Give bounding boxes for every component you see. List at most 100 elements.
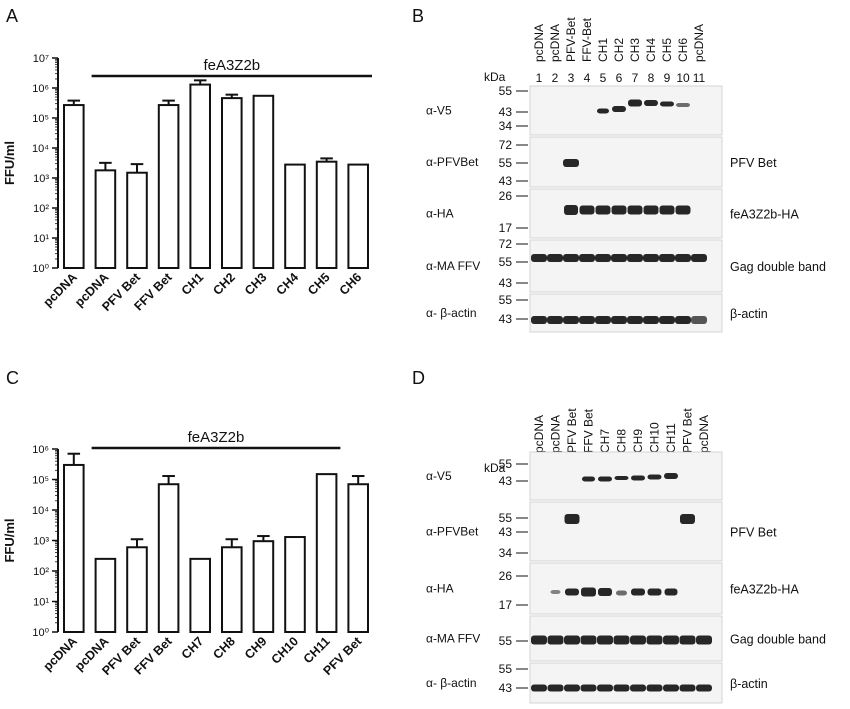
chart-a-y-tick-label: 10¹ [33,233,49,245]
blot-b-marker-label: 55 [499,255,513,269]
blot-d-band [664,473,678,479]
panel-label-b: B [412,6,424,26]
chart-a-bar [315,160,338,270]
blot-d-band [531,635,547,645]
panel-label-c: C [6,368,19,388]
chart-a-y-tick-label: 10⁴ [32,143,49,155]
chart-c-y-tick-label: 10¹ [33,597,49,609]
blot-d-lane-name: CH10 [648,422,662,453]
blot-d-band [547,635,564,645]
blot-d-lane-name: FFV Bet [582,408,596,453]
chart-c-bar [315,473,338,633]
blot-b-band [595,205,611,215]
blot-b-lane-name: pcDNA [692,24,706,62]
blot-d-band-label: Gag double band [730,633,826,647]
blot-b-lane-number: 7 [632,71,639,85]
blot-d-band [547,684,564,692]
blot-b-lane-name: pcDNA [532,24,546,62]
blot-b-antibody-label: α-V5 [426,104,452,118]
blot-d-blot-strip [529,562,723,615]
chart-c-bar [347,483,369,634]
blot-d-marker-label: 55 [499,457,513,471]
chart-a-category-label: CH1 [179,270,207,298]
blot-b-marker-label: 43 [499,312,513,326]
blot-d-band [696,684,712,692]
blot-d-band [565,588,579,596]
blot-b-band [627,254,643,262]
blot-d-band [647,474,662,480]
blot-d-band-label: β-actin [730,677,768,691]
blot-b-marker-label: 43 [499,105,513,119]
blot-b-band [691,316,707,324]
chart-a-bar [126,171,148,269]
chart-a-category-label: CH5 [305,270,333,298]
blot-d-band [613,684,630,692]
chart-a-bar [189,83,211,270]
chart-c-bar [284,536,306,633]
blot-b-marker-label: 72 [499,138,513,152]
chart-c-y-label: FFU/ml [2,518,17,562]
blot-d-band [663,635,679,645]
chart-c-bar [189,557,211,634]
blot-d-lane-name: PFV Bet [565,408,579,453]
chart-a-category-label: CH4 [274,270,302,298]
blot-d-marker-label: 34 [499,546,513,560]
blot-d-band [614,476,629,480]
blot-d-lane-name: CH7 [598,429,612,453]
blot-b-lane-number: 5 [600,71,607,85]
blot-b-band [643,254,659,262]
blot-d-blot-strip [529,501,723,562]
blot-b-band [643,316,659,324]
blot-b-band [595,254,611,262]
chart-a-bar [284,163,306,270]
chart-a-category-label: CH2 [210,270,238,298]
blot-b-marker-label: 43 [499,174,513,188]
chart-c-bar [94,557,117,634]
blot-d-marker-label: 43 [499,525,513,539]
blot-d-band [581,587,596,597]
blot-b-marker-label: 26 [499,189,513,203]
chart-c-bar [252,540,275,634]
blot-b-band [563,316,579,324]
chart-a-y-tick-label: 10⁵ [32,113,49,125]
chart-a-bar [252,94,275,269]
blot-b-antibody-label: α-PFVBet [426,155,479,169]
blot-b-lane-number: 10 [676,71,690,85]
chart-a-y-tick-label: 10⁶ [32,83,49,95]
blot-b-band [579,205,595,215]
blot-d-band [696,635,712,645]
blot-b-band [675,254,691,262]
blot-b-marker-label: 34 [499,119,513,133]
blot-d-lane-name: pcDNA [532,415,546,453]
blot-b-lane-name: FFV-Bet [580,17,594,62]
chart-c-category-label: CH10 [269,634,302,667]
blot-d-band [680,514,695,524]
blot-b-lane-name: CH2 [612,38,626,62]
blot-d-marker-label: 26 [499,569,513,583]
blot-b-kda-label: kDa [484,70,506,84]
blot-b-band [579,254,595,262]
blot-b-band [611,205,627,215]
chart-c: 10⁰10¹10²10³10⁴10⁵10⁶FFU/mlfeA3Z2bpcDNAp… [2,429,369,678]
blot-d-band [630,635,646,645]
blot-d-marker-label: 55 [499,634,513,648]
chart-a-y-tick-label: 10⁰ [32,263,49,275]
blot-b-band-label: feA3Z2b-HA [730,208,799,222]
blot-b-lane-name: CH6 [676,38,690,62]
blot-b-marker-label: 55 [499,156,513,170]
blot-d-lane-name: pcDNA [697,415,711,453]
blot-b-lane-name: CH1 [596,38,610,62]
blot-b-band [675,316,691,324]
chart-c-category-label: CH8 [210,634,238,662]
blot-b-marker-label: 55 [499,293,513,307]
blot-d-antibody-label: α-MA FFV [426,632,480,646]
blot-b-lane-name: CH3 [628,38,642,62]
blot-b-band [627,316,643,324]
blot-b-lane-number: 4 [584,71,591,85]
blot-d-blot-strip [529,451,723,501]
blot-b-band [531,316,547,324]
blot-d-marker-label: 43 [499,681,513,695]
blot-d-lane-name: CH8 [615,429,629,453]
